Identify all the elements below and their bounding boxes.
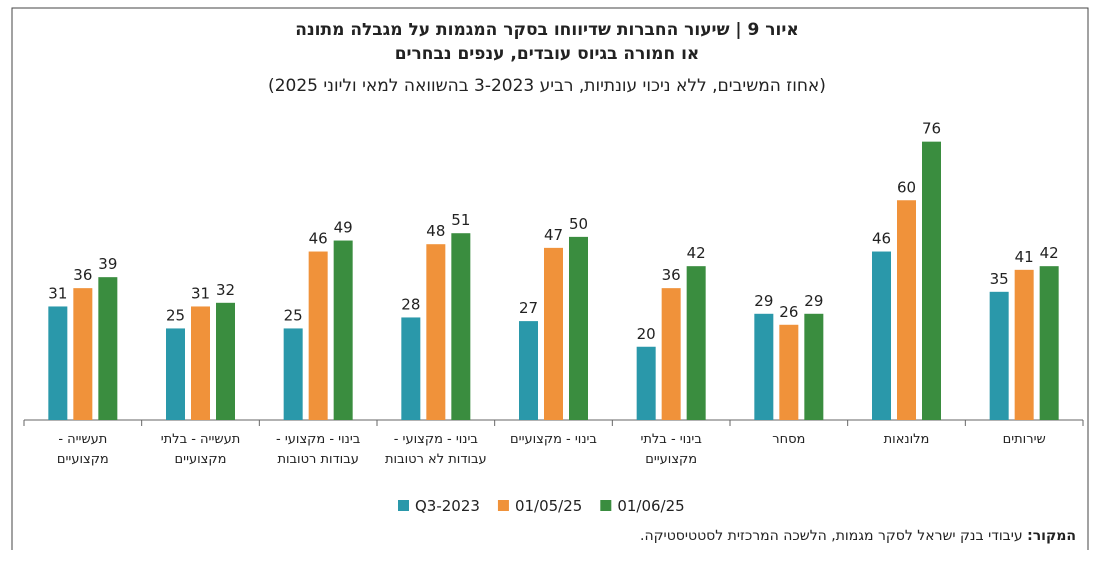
data-label: 47 — [544, 226, 563, 244]
data-label: 29 — [804, 292, 823, 310]
data-label: 42 — [687, 244, 706, 262]
data-label: 41 — [1015, 248, 1034, 266]
data-label: 42 — [1040, 244, 1059, 262]
x-tick-label: בינוי - מקצועיים — [510, 432, 597, 447]
source-label: המקור: — [1027, 528, 1076, 544]
bar — [283, 328, 303, 420]
chart-title: איור 9 | שיעור החברות שדיווחו בסקר המגמו… — [295, 20, 799, 40]
legend-swatch — [600, 500, 612, 511]
x-tick-label: מלונאות — [883, 432, 930, 447]
bar — [519, 321, 538, 420]
bar — [661, 288, 681, 420]
x-tick-label: תעשייה - מקצועיים — [56, 432, 109, 467]
data-label: 32 — [216, 281, 235, 299]
bar — [48, 306, 68, 420]
data-label: 26 — [779, 303, 798, 321]
bar — [569, 236, 588, 420]
bar — [544, 247, 563, 420]
bar — [804, 313, 824, 420]
frame — [11, 7, 1089, 550]
bar — [451, 233, 471, 420]
data-label: 51 — [451, 211, 470, 229]
bar — [216, 302, 235, 420]
data-label: 29 — [754, 292, 773, 310]
bar — [897, 200, 916, 420]
data-label: 31 — [48, 284, 67, 302]
x-tick-label: תעשייה - בלתי מקצועיים — [160, 432, 241, 467]
bar — [191, 306, 210, 420]
x-tick-label: בינוי - בלתי מקצועיים — [640, 432, 702, 467]
source: המקור: עיבודי בנק ישראל לסקר מגמות, הלשכ… — [640, 528, 1076, 544]
bar — [779, 324, 799, 420]
data-label: 27 — [519, 299, 538, 317]
bar — [73, 288, 93, 420]
legend-swatch — [398, 500, 409, 511]
bar — [1039, 266, 1059, 420]
legend-label: 01/05/25 — [515, 497, 582, 515]
bar — [166, 328, 185, 420]
x-tick-label: בינוי - מקצועי - עבודות לא רטובות — [385, 432, 487, 467]
legend-swatch — [497, 500, 509, 511]
legend-label: 01/06/25 — [617, 497, 684, 515]
bar — [426, 244, 446, 420]
data-label: 28 — [401, 295, 420, 313]
bar — [989, 291, 1009, 420]
legend-label: Q3-2023 — [415, 497, 480, 515]
bar — [636, 346, 656, 420]
data-label: 46 — [309, 230, 328, 248]
data-label: 31 — [191, 284, 210, 302]
bar — [922, 141, 941, 420]
bar — [754, 313, 774, 420]
bar — [686, 266, 706, 420]
data-label: 49 — [334, 219, 353, 237]
data-label: 60 — [897, 178, 916, 196]
data-label: 46 — [872, 230, 891, 248]
bar — [401, 317, 421, 420]
data-label: 50 — [569, 215, 588, 233]
bar — [98, 277, 118, 420]
chart-subtitle: (אחוז המשיבים, ללא ניכוי עונתיות, רביע 3… — [268, 76, 826, 96]
bar — [308, 251, 328, 420]
data-label: 25 — [166, 306, 185, 324]
data-label: 48 — [426, 222, 445, 240]
data-label: 35 — [990, 270, 1009, 288]
data-label: 36 — [662, 266, 681, 284]
data-label: 25 — [284, 306, 303, 324]
bar — [1014, 269, 1034, 420]
chart-title-line2: או חמורה בגיוס עובדים, ענפים נבחרים — [394, 44, 700, 64]
data-label: 76 — [922, 120, 941, 138]
x-tick-label: מסחר — [772, 432, 806, 447]
bar — [333, 240, 353, 420]
source-text: עיבודי בנק ישראל לסקר מגמות, הלשכה המרכז… — [640, 528, 1023, 544]
bar — [872, 251, 891, 420]
data-label: 36 — [73, 266, 92, 284]
data-label: 39 — [98, 255, 117, 273]
x-tick-label: בינוי - מקצועי - עבודות רטובות — [276, 432, 361, 467]
data-label: 20 — [637, 325, 656, 343]
x-tick-label: שירותים — [1002, 432, 1046, 447]
